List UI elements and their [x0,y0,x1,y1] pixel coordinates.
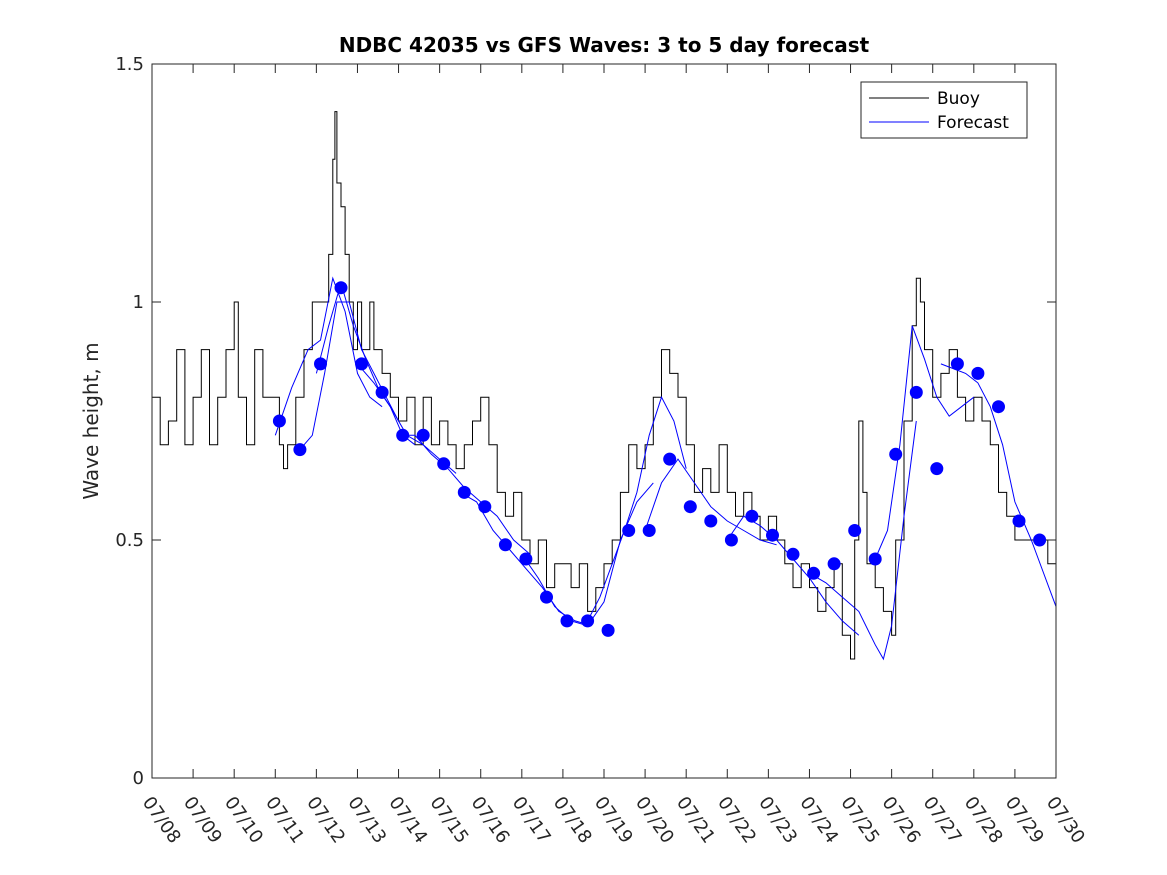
forecast-marker-23 [724,533,738,547]
forecast-line-8 [587,395,687,622]
x-tick-label: 07/10 [220,793,267,848]
forecast-marker-16 [581,614,595,628]
x-tick-label: 07/26 [878,793,925,848]
forecast-marker-5 [355,357,369,371]
forecast-marker-6 [375,385,389,399]
forecast-marker-10 [457,485,471,499]
y-tick-label: 0 [133,768,144,789]
forecast-marker-layer [272,281,1047,637]
forecast-marker-8 [416,428,430,442]
forecast-line-9 [644,458,777,546]
x-tick-label: 07/22 [713,793,760,848]
forecast-marker-34 [950,357,964,371]
x-tick-label: 07/19 [590,793,637,848]
x-tick-label: 07/20 [631,793,678,848]
forecast-marker-24 [745,509,759,523]
forecast-marker-13 [519,552,533,566]
x-tick-label: 07/28 [960,793,1007,848]
x-tick-label: 07/17 [508,793,555,848]
y-axis-ticks: 0 0.5 1 1.5 [115,54,1056,789]
x-tick-label: 07/29 [1001,793,1048,848]
buoy-line [152,111,1057,660]
y-tick-label: 1.5 [115,54,144,75]
forecast-marker-17 [601,623,615,637]
forecast-marker-29 [848,524,862,537]
y-tick-label: 0.5 [115,530,144,551]
x-tick-label: 07/08 [138,793,185,848]
x-tick-label: 07/14 [384,793,431,848]
x-tick-label: 07/12 [302,793,349,848]
forecast-marker-35 [971,366,985,380]
x-tick-label: 07/09 [179,793,226,848]
forecast-marker-15 [560,614,574,628]
x-tick-label: 07/27 [919,793,966,848]
legend: Buoy Forecast [860,81,1028,139]
forecast-marker-25 [766,528,779,542]
x-tick-label: 07/16 [467,793,514,848]
legend-box [860,81,1028,139]
forecast-marker-36 [992,400,1005,414]
x-tick-label: 07/24 [795,793,842,848]
forecast-line-1 [274,276,383,436]
forecast-marker-12 [498,538,512,552]
x-tick-label: 07/11 [261,793,308,848]
plot-area [152,64,1056,778]
legend-forecast-label: Forecast [937,113,1009,133]
forecast-marker-9 [437,457,451,471]
x-tick-label: 07/21 [672,793,719,848]
forecast-marker-2 [293,443,307,457]
forecast-line-12 [874,325,975,560]
forecast-marker-4 [334,281,348,295]
forecast-marker-31 [889,447,903,461]
forecast-marker-11 [478,500,492,514]
x-tick-label: 07/23 [754,793,801,848]
forecast-marker-7 [396,428,410,442]
x-tick-label: 07/30 [1042,793,1089,848]
x-tick-label: 07/13 [343,793,390,848]
y-tick-label: 1 [133,292,144,313]
forecast-marker-20 [663,452,677,466]
forecast-marker-28 [827,557,841,571]
forecast-marker-33 [930,462,944,476]
forecast-marker-18 [622,524,636,537]
x-tick-label: 07/25 [836,793,883,848]
forecast-marker-27 [807,566,821,580]
forecast-marker-38 [1033,533,1047,547]
forecast-marker-21 [683,500,697,514]
forecast-marker-19 [642,524,656,537]
forecast-marker-32 [909,385,923,399]
x-tick-label: 07/15 [426,793,473,848]
forecast-marker-22 [704,514,718,528]
chart-title: NDBC 42035 vs GFS Waves: 3 to 5 day fore… [339,33,870,57]
forecast-marker-1 [272,414,286,428]
forecast-marker-37 [1012,514,1026,528]
legend-buoy-label: Buoy [937,89,980,109]
forecast-line-11 [809,420,917,661]
forecast-marker-26 [786,547,800,561]
y-axis-label: Wave height, m [79,342,103,499]
forecast-marker-3 [314,357,327,371]
x-tick-label: 07/18 [549,793,596,848]
forecast-marker-14 [540,590,553,604]
buoy-series-layer [152,111,1057,660]
forecast-marker-30 [868,552,882,566]
